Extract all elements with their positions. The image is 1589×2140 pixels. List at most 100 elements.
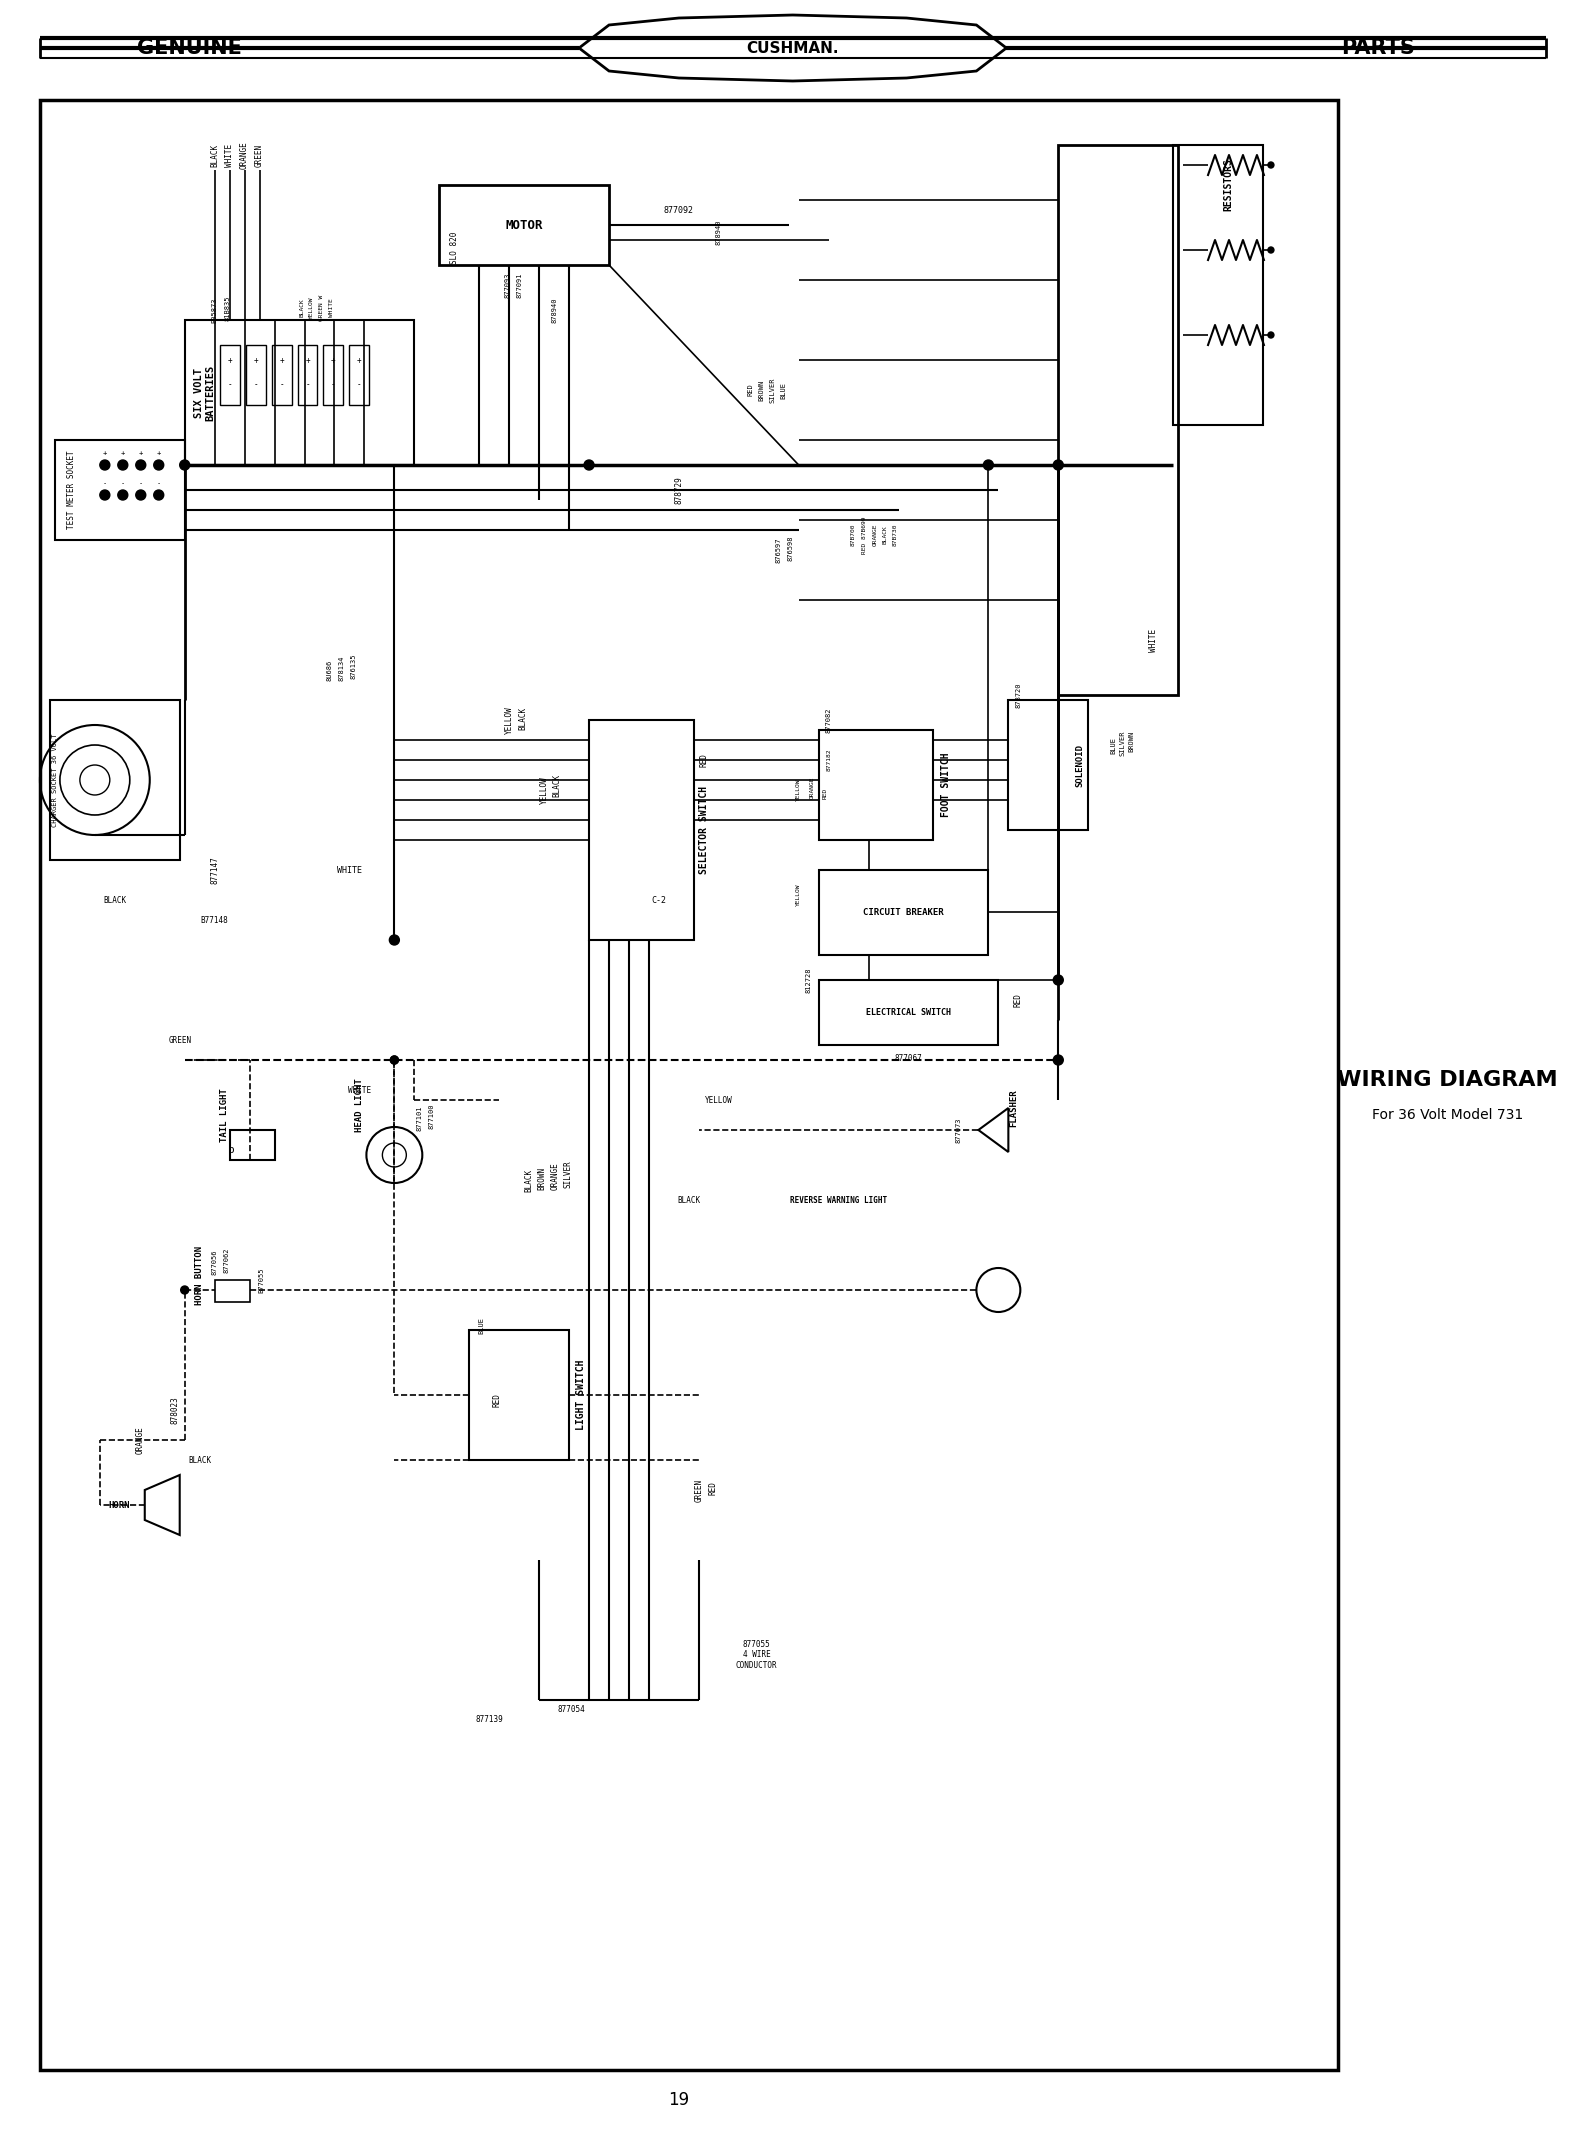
Text: B05873: B05873 (211, 297, 218, 323)
Text: SOLENOID: SOLENOID (1076, 743, 1085, 788)
Text: ORANGE: ORANGE (135, 1425, 145, 1453)
Text: +: + (280, 355, 284, 364)
Text: BLACK: BLACK (882, 526, 887, 544)
Text: 878023: 878023 (170, 1395, 180, 1423)
Text: 8U686: 8U686 (326, 659, 332, 681)
Text: TAIL LIGHT: TAIL LIGHT (221, 1087, 229, 1143)
Circle shape (154, 460, 164, 471)
Text: YELLOW: YELLOW (706, 1096, 733, 1104)
Text: 877092: 877092 (664, 205, 694, 214)
Circle shape (154, 490, 164, 501)
Text: BLACK: BLACK (188, 1455, 211, 1464)
Circle shape (1054, 460, 1063, 471)
Bar (350, 345, 369, 404)
Circle shape (100, 490, 110, 501)
Text: ELECTRICAL SWITCH: ELECTRICAL SWITCH (866, 1008, 952, 1016)
Text: ORANGE: ORANGE (240, 141, 249, 169)
Text: WHITE: WHITE (329, 300, 334, 317)
Circle shape (1268, 163, 1274, 169)
Text: 878729: 878729 (674, 475, 683, 503)
Text: b: b (229, 1145, 235, 1156)
Text: SLO 820: SLO 820 (450, 231, 459, 263)
Text: -: - (358, 381, 362, 389)
Text: RED: RED (699, 753, 709, 766)
Circle shape (1268, 332, 1274, 338)
Bar (1058, 146, 1177, 696)
Text: BLACK: BLACK (553, 773, 561, 796)
Text: 877067: 877067 (895, 1053, 922, 1061)
Bar (56, 441, 184, 539)
Circle shape (585, 460, 594, 471)
Text: For 36 Volt Model 731: For 36 Volt Model 731 (1371, 1109, 1524, 1121)
Text: 877147: 877147 (210, 856, 219, 884)
Text: CIRCUIT BREAKER: CIRCUIT BREAKER (863, 907, 944, 916)
Text: +: + (253, 355, 257, 364)
Text: +: + (121, 449, 126, 456)
Text: FOOT SWITCH: FOOT SWITCH (941, 753, 952, 817)
Text: WHITE: WHITE (1149, 629, 1158, 651)
Text: 877093: 877093 (504, 272, 510, 297)
Circle shape (135, 460, 146, 471)
Text: GREEN: GREEN (694, 1479, 704, 1502)
Bar (215, 1280, 249, 1301)
Text: 877139: 877139 (475, 1716, 504, 1725)
Text: ORANGE: ORANGE (809, 777, 814, 798)
Text: -: - (253, 381, 257, 389)
Bar (219, 345, 240, 404)
Text: 877100: 877100 (429, 1104, 434, 1128)
Circle shape (1054, 976, 1063, 984)
Text: 878940: 878940 (715, 218, 721, 244)
Text: YELLOW: YELLOW (796, 884, 801, 905)
Text: -: - (227, 381, 232, 389)
Bar (818, 871, 988, 954)
Text: RESISTORS: RESISTORS (1224, 158, 1233, 212)
Bar (818, 730, 933, 841)
Text: GREEN: GREEN (168, 1036, 191, 1044)
Text: RED 87B699: RED 87B699 (863, 516, 868, 554)
Text: BLACK: BLACK (524, 1168, 534, 1192)
Circle shape (118, 460, 127, 471)
Bar (49, 700, 180, 860)
Text: +: + (358, 355, 362, 364)
Text: RED: RED (709, 1481, 717, 1496)
Text: ORANGE: ORANGE (551, 1162, 559, 1190)
Bar (184, 321, 415, 464)
Text: +: + (227, 355, 232, 364)
Text: 877082: 877082 (826, 706, 831, 732)
Text: MOTOR: MOTOR (505, 218, 543, 231)
Text: -: - (305, 381, 310, 389)
Text: HORN BUTTON: HORN BUTTON (195, 1245, 203, 1305)
Circle shape (389, 935, 399, 946)
Text: 877054: 877054 (558, 1706, 585, 1714)
Text: 878134: 878134 (338, 655, 345, 681)
Text: SILVER: SILVER (1119, 730, 1125, 755)
Circle shape (1268, 246, 1274, 253)
Circle shape (135, 490, 146, 501)
Bar (590, 719, 694, 939)
Text: +: + (331, 355, 335, 364)
Text: YELLOW: YELLOW (796, 779, 801, 800)
Bar (818, 980, 998, 1044)
Bar (439, 184, 609, 265)
Text: -: - (331, 381, 335, 389)
Text: ORANGE: ORANGE (872, 524, 879, 546)
Text: C-2: C-2 (651, 895, 666, 905)
Text: GENUINE: GENUINE (137, 39, 242, 58)
Text: SIX VOLT
BATTERIES: SIX VOLT BATTERIES (194, 366, 216, 422)
Text: 877182: 877182 (826, 749, 831, 770)
Circle shape (391, 1055, 399, 1064)
Text: CUSHMAN.: CUSHMAN. (747, 41, 839, 56)
Circle shape (100, 460, 110, 471)
Text: 877055
4 WIRE
CONDUCTOR: 877055 4 WIRE CONDUCTOR (736, 1639, 777, 1669)
Text: 877073: 877073 (955, 1117, 961, 1143)
Circle shape (118, 490, 127, 501)
Text: -: - (138, 479, 143, 486)
Text: YELLOW: YELLOW (505, 706, 513, 734)
Text: 87B720: 87B720 (1015, 683, 1022, 708)
Text: BLUE: BLUE (780, 381, 787, 398)
Text: SILVER: SILVER (769, 377, 775, 402)
Polygon shape (578, 15, 1006, 81)
Text: -: - (121, 479, 126, 486)
Text: RED: RED (1014, 993, 1023, 1008)
Text: 812728: 812728 (806, 967, 812, 993)
